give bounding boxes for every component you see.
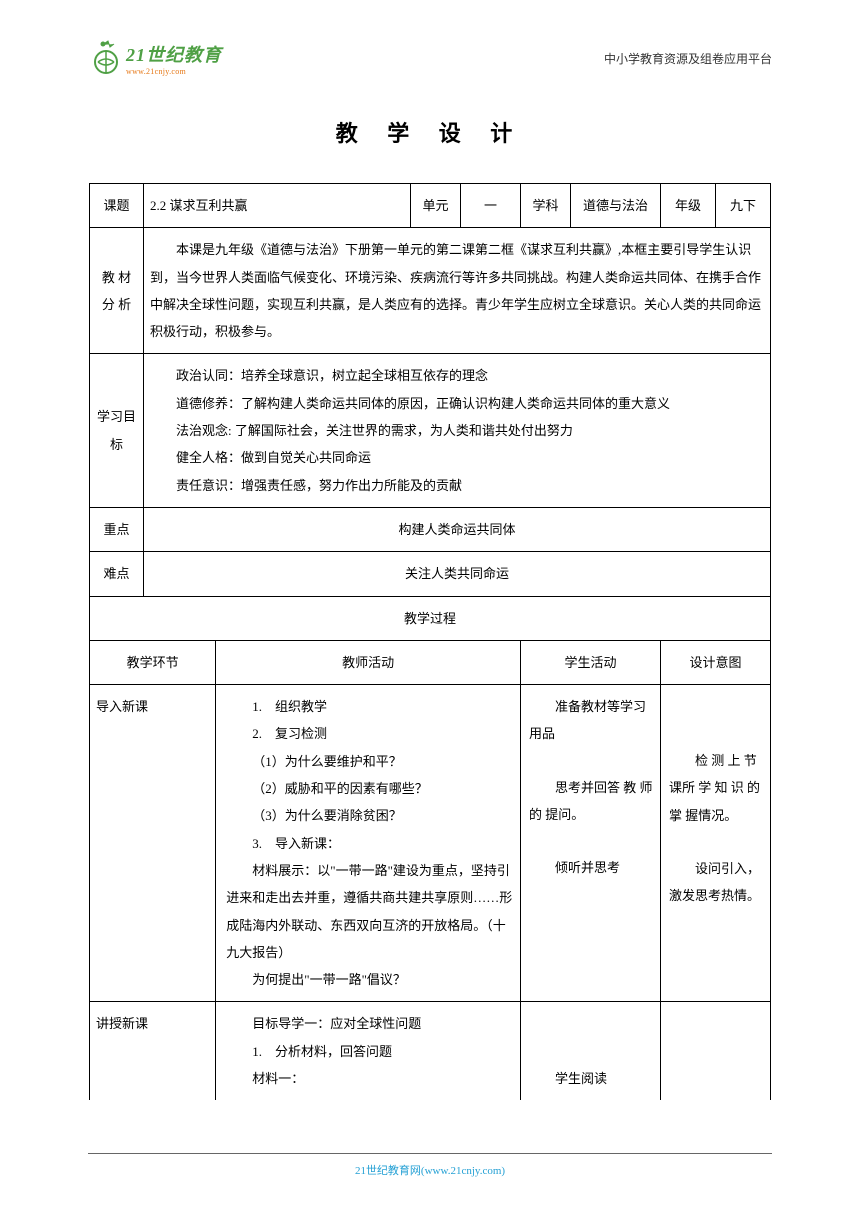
teach-intent — [661, 1002, 771, 1100]
objectives-content: 政治认同：培养全球意识，树立起全球相互依存的理念 道德修养：了解构建人类命运共同… — [144, 354, 771, 507]
footer-text: 21世纪教育网(www.21cnjy.com) — [355, 1165, 505, 1177]
difficulty-row: 难点 关注人类共同命运 — [90, 552, 771, 596]
intro-student: 准备教材等学习用品 思考并回答 教 师 的 提问。 倾听并思考 — [521, 685, 661, 1002]
material-text: 本课是九年级《道德与法治》下册第一单元的第二课第二框《谋求互利共赢》,本框主要引… — [150, 236, 764, 345]
unit-label: 单元 — [411, 184, 461, 228]
page-footer: 21世纪教育网(www.21cnjy.com) — [0, 1153, 860, 1178]
objectives-label: 学习目标 — [90, 354, 144, 507]
logo-url-text: www.21cnjy.com — [126, 67, 222, 76]
teach-student: 学生阅读 — [521, 1002, 661, 1100]
intro-item-2: 2. 复习检测 — [226, 720, 514, 747]
col-student: 学生活动 — [521, 640, 661, 684]
objective-3: 法治观念: 了解国际社会，关注世界的需求，为人类和谐共处付出努力 — [150, 417, 764, 444]
intro-material: 材料展示：以"一带一路"建设为重点，坚持引进来和走出去并重，遵循共商共建共享原则… — [226, 857, 514, 966]
teach-stage: 讲授新课 — [90, 1002, 216, 1100]
header-row: 课题 2.2 谋求互利共赢 单元 一 学科 道德与法治 年级 九下 — [90, 184, 771, 228]
col-stage: 教学环节 — [90, 640, 216, 684]
intro-student-3: 倾听并思考 — [529, 854, 654, 881]
logo-cn-text: 21世纪教育 — [126, 41, 222, 67]
material-label-text: 教 材分 析 — [102, 270, 131, 312]
intro-q2: （2）威胁和平的因素有哪些？ — [226, 775, 514, 802]
intro-question: 为何提出"一带一路"倡议？ — [226, 966, 514, 993]
topic-label: 课题 — [90, 184, 144, 228]
teach-row: 讲授新课 目标导学一：应对全球性问题 1. 分析材料，回答问题 材料一： 学生阅… — [90, 1002, 771, 1100]
difficulty-content: 关注人类共同命运 — [144, 552, 771, 596]
subject-label: 学科 — [521, 184, 571, 228]
intro-item-1: 1. 组织教学 — [226, 693, 514, 720]
teach-material: 材料一： — [226, 1065, 514, 1092]
material-label: 教 材分 析 — [90, 228, 144, 354]
logo-icon — [88, 40, 124, 76]
process-header: 教学过程 — [90, 596, 771, 640]
intro-intent: 检 测 上 节 课所 学 知 识 的 掌 握情况。 设问引入，激发思考热情。 — [661, 685, 771, 1002]
intro-q3: （3）为什么要消除贫困？ — [226, 802, 514, 829]
teach-student-text: 学生阅读 — [529, 1065, 654, 1092]
column-header-row: 教学环节 教师活动 学生活动 设计意图 — [90, 640, 771, 684]
teach-item-1: 1. 分析材料，回答问题 — [226, 1038, 514, 1065]
header-platform-text: 中小学教育资源及组卷应用平台 — [604, 50, 772, 67]
difficulty-label: 难点 — [90, 552, 144, 596]
grade-label: 年级 — [661, 184, 716, 228]
intro-teacher: 1. 组织教学 2. 复习检测 （1）为什么要维护和平？ （2）威胁和平的因素有… — [216, 685, 521, 1002]
logo-area: 21世纪教育 www.21cnjy.com — [88, 40, 222, 76]
topic-value: 2.2 谋求互利共赢 — [144, 184, 411, 228]
teach-target: 目标导学一：应对全球性问题 — [226, 1010, 514, 1037]
intro-student-2: 思考并回答 教 师 的 提问。 — [529, 774, 654, 829]
keypoint-row: 重点 构建人类命运共同体 — [90, 507, 771, 551]
intro-row: 导入新课 1. 组织教学 2. 复习检测 （1）为什么要维护和平？ （2）威胁和… — [90, 685, 771, 1002]
material-content: 本课是九年级《道德与法治》下册第一单元的第二课第二框《谋求互利共赢》,本框主要引… — [144, 228, 771, 354]
page-header: 21世纪教育 www.21cnjy.com 中小学教育资源及组卷应用平台 — [0, 0, 860, 96]
objective-5: 责任意识：增强责任感，努力作出力所能及的贡献 — [150, 472, 764, 499]
unit-value: 一 — [461, 184, 521, 228]
grade-value: 九下 — [716, 184, 771, 228]
intro-student-1: 准备教材等学习用品 — [529, 693, 654, 748]
process-header-row: 教学过程 — [90, 596, 771, 640]
intro-intent-2: 设问引入，激发思考热情。 — [669, 855, 764, 910]
logo-text: 21世纪教育 www.21cnjy.com — [126, 41, 222, 76]
footer-divider — [88, 1153, 772, 1154]
lesson-plan-table: 课题 2.2 谋求互利共赢 单元 一 学科 道德与法治 年级 九下 教 材分 析… — [89, 183, 771, 1100]
intro-intent-1: 检 测 上 节 课所 学 知 识 的 掌 握情况。 — [669, 747, 764, 829]
subject-value: 道德与法治 — [571, 184, 661, 228]
intro-q1: （1）为什么要维护和平？ — [226, 748, 514, 775]
keypoint-content: 构建人类命运共同体 — [144, 507, 771, 551]
teach-teacher: 目标导学一：应对全球性问题 1. 分析材料，回答问题 材料一： — [216, 1002, 521, 1100]
objective-4: 健全人格：做到自觉关心共同命运 — [150, 444, 764, 471]
objective-1: 政治认同：培养全球意识，树立起全球相互依存的理念 — [150, 362, 764, 389]
col-teacher: 教师活动 — [216, 640, 521, 684]
intro-item-3: 3. 导入新课： — [226, 830, 514, 857]
objective-2: 道德修养：了解构建人类命运共同体的原因，正确认识构建人类命运共同体的重大意义 — [150, 390, 764, 417]
keypoint-label: 重点 — [90, 507, 144, 551]
material-analysis-row: 教 材分 析 本课是九年级《道德与法治》下册第一单元的第二课第二框《谋求互利共赢… — [90, 228, 771, 354]
document-title: 教 学 设 计 — [0, 116, 860, 148]
col-intent: 设计意图 — [661, 640, 771, 684]
intro-stage: 导入新课 — [90, 685, 216, 1002]
objectives-row: 学习目标 政治认同：培养全球意识，树立起全球相互依存的理念 道德修养：了解构建人… — [90, 354, 771, 507]
